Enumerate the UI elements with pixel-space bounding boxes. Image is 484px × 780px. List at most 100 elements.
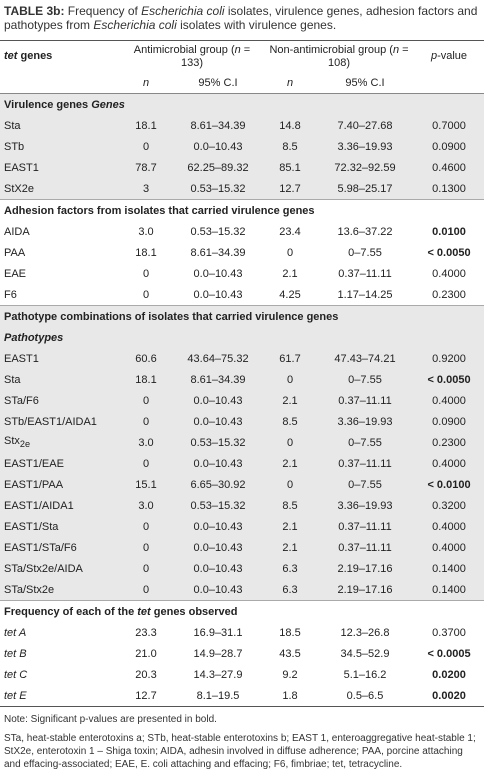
section-heading: Frequency of each of the tet genes obser…	[0, 600, 484, 622]
cell: 3.36–19.93	[316, 411, 414, 432]
cell: 72.32–92.59	[316, 157, 414, 178]
cell: 0.2300	[432, 288, 466, 301]
cell: 61.7	[264, 348, 316, 369]
title-label: TABLE 3b:	[4, 4, 65, 18]
header-text: Non-antimicrobial group (	[269, 43, 393, 56]
cell: 0.0–10.43	[172, 558, 264, 579]
header-text: n	[142, 76, 150, 89]
row-label: EAST1	[0, 348, 120, 369]
cell: 0.0–10.43	[193, 288, 243, 301]
cell: 3.36–19.93	[316, 136, 414, 157]
cell: 78.7	[120, 157, 172, 178]
cell: 14.8	[264, 115, 316, 136]
cell: 0	[142, 267, 150, 280]
table-body: Virulence genes Genes Sta 18.1 8.61–34.39 14…	[0, 93, 484, 707]
title-text: Escherichia coli	[93, 18, 177, 32]
cell: 2.1	[264, 516, 316, 537]
section-heading: Pathotype combinations of isolates that …	[0, 305, 484, 327]
header-text: = 133)	[180, 43, 251, 69]
cell: 8.5	[264, 411, 316, 432]
cell: 0	[120, 136, 172, 157]
row-label-sub: 2e	[19, 439, 31, 450]
cell: 12.7	[264, 178, 316, 200]
header-cell: Antimicrobial group (n = 133)	[120, 40, 264, 72]
cell: 7.40–27.68	[316, 115, 414, 136]
cell: 0.4000	[414, 453, 484, 474]
cell: 6.65–30.92	[172, 474, 264, 495]
header-cell: Non-antimicrobial group (n = 108)	[264, 40, 414, 72]
cell: 0	[286, 246, 294, 259]
cell: 0	[264, 369, 316, 390]
data-row: tet C 20.3 14.3–27.9 9.2 5.1–16.2 0.0200	[0, 664, 484, 685]
data-row: STa/Stx2e/AIDA 0 0.0–10.43 6.3 2.19–17.16 0.1…	[0, 558, 484, 579]
cell: 0.53–15.32	[172, 432, 264, 453]
cell: 0.0–10.43	[193, 267, 243, 280]
section-heading: Virulence genes Genes	[0, 93, 484, 115]
cell: 0	[120, 579, 172, 601]
row-label: EAST1/EAE	[0, 453, 120, 474]
section-heading-text: tet	[137, 605, 151, 618]
cell: 0.0900	[414, 411, 484, 432]
cell: 18.1	[135, 246, 157, 259]
cell: 8.5	[264, 495, 316, 516]
cell: 0.53–15.32	[190, 225, 246, 238]
cell: 15.1	[120, 474, 172, 495]
cell: 2.19–17.16	[316, 558, 414, 579]
section-heading: Adhesion factors from isolates that carr…	[0, 199, 484, 221]
cell: 0	[120, 516, 172, 537]
cell: 0.1400	[414, 579, 484, 601]
cell: 2.1	[264, 390, 316, 411]
data-row: STb/EAST1/AIDA1 0 0.0–10.43 8.5 3.36–19.93 0.…	[0, 411, 484, 432]
row-label: EAST1/AIDA1	[0, 495, 120, 516]
subheading-text: Pathotypes	[4, 331, 64, 344]
cell: 0.0–10.43	[172, 516, 264, 537]
section-heading-row: Pathotype combinations of isolates that …	[0, 305, 484, 327]
section-heading-row: Frequency of each of the tet genes obser…	[0, 600, 484, 622]
section-heading-row: Virulence genes Genes	[0, 93, 484, 115]
cell: 0.3700	[432, 626, 466, 639]
note: STa, heat-stable enterotoxins a; STb, he…	[4, 733, 476, 770]
cell: 0–7.55	[316, 474, 414, 495]
section-heading-text: Genes	[91, 98, 125, 111]
cell: 8.61–34.39	[172, 369, 264, 390]
row-label: STa/Stx2e/AIDA	[0, 558, 120, 579]
cell: 3.36–19.93	[316, 495, 414, 516]
cell: 0	[264, 474, 316, 495]
row-label: EAST1/STa/F6	[0, 537, 120, 558]
data-row: EAST1/PAA 15.1 6.65–30.92 0 0–7.55 < 0.0100	[0, 474, 484, 495]
cell: 1.8	[282, 689, 298, 702]
cell: 0.37–11.11	[338, 267, 392, 280]
cell: 0	[120, 453, 172, 474]
cell: 0.1300	[414, 178, 484, 200]
cell: 18.1	[120, 369, 172, 390]
cell: 0.4600	[414, 157, 484, 178]
cell: 5.1–16.2	[343, 668, 387, 681]
header-cell: 95% C.I	[316, 72, 414, 94]
cell: 0.9200	[414, 348, 484, 369]
cell: 8.61–34.39	[190, 246, 246, 259]
cell: 0.0–10.43	[172, 411, 264, 432]
header-text: -value	[437, 50, 468, 62]
cell: 3.0	[120, 432, 172, 453]
cell: 0.37–11.11	[316, 516, 414, 537]
cell: 0–7.55	[316, 432, 414, 453]
row-label-text: Stx	[4, 435, 20, 448]
row-label: tet C	[4, 668, 28, 681]
header-text: = 108)	[327, 43, 409, 69]
cell: 0.0100	[432, 225, 466, 238]
cell: 0.0900	[414, 136, 484, 157]
cell: 6.3	[264, 558, 316, 579]
header-text: p	[430, 50, 438, 62]
data-row: StX2e 3 0.53–15.32 12.7 5.98–25.17 0.1300	[0, 178, 484, 200]
data-row: STb 0 0.0–10.43 8.5 3.36–19.93 0.0900	[0, 136, 484, 157]
cell: 0.5–6.5	[346, 689, 384, 702]
cell: 85.1	[264, 157, 316, 178]
data-row: EAST1/EAE 0 0.0–10.43 2.1 0.37–11.11 0.4000	[0, 453, 484, 474]
cell: 0.4000	[432, 267, 466, 280]
cell: 16.9–31.1	[193, 626, 243, 639]
row-label: EAST1/Sta	[0, 516, 120, 537]
section-heading-row: Adhesion factors from isolates that carr…	[0, 199, 484, 221]
cell: 2.1	[264, 537, 316, 558]
row-label: EAST1/PAA	[0, 474, 120, 495]
cell: 43.64–75.32	[172, 348, 264, 369]
